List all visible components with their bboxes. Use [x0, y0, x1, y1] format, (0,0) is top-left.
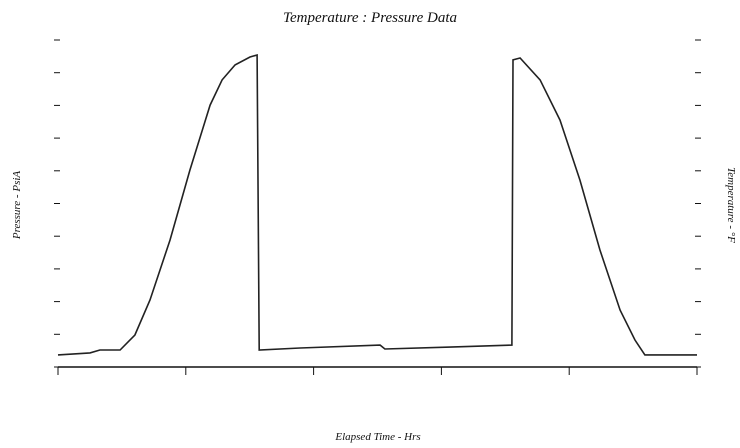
x-axis-label: Elapsed Time - Hrs: [334, 431, 420, 443]
y2-axis-label: Temperature - °F: [725, 167, 737, 243]
chart-title: Temperature : Pressure Data: [283, 10, 457, 26]
data-line: [57, 53, 697, 356]
y-axis-label: Pressure - PsiA: [11, 171, 23, 241]
